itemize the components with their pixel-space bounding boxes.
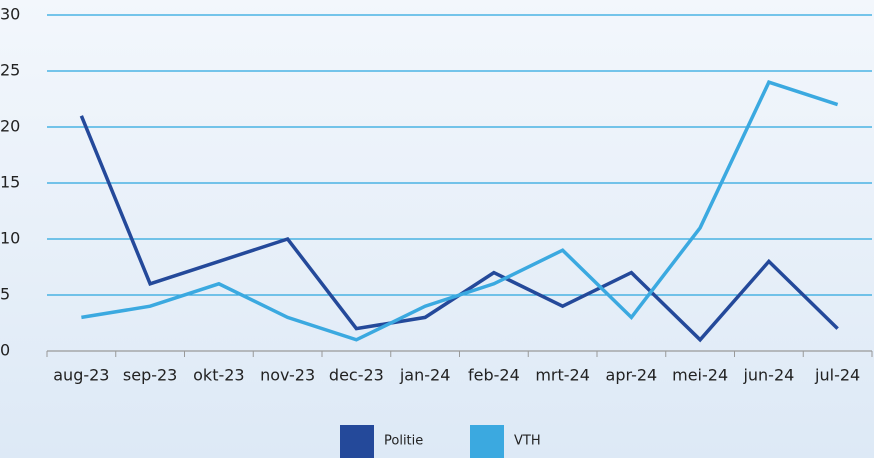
x-tick-label: jul-24 xyxy=(814,366,860,385)
y-tick-label: 10 xyxy=(0,229,20,248)
x-tick-label: aug-23 xyxy=(53,366,109,385)
x-tick-label: apr-24 xyxy=(606,366,658,385)
x-tick-label: mei-24 xyxy=(672,366,728,385)
legend-swatch xyxy=(340,425,374,458)
legend-label: VTH xyxy=(514,434,541,449)
y-tick-label: 25 xyxy=(0,61,20,80)
y-tick-label: 30 xyxy=(0,5,20,24)
legend-swatch xyxy=(470,425,504,458)
y-tick-label: 0 xyxy=(0,341,10,360)
x-tick-label: nov-23 xyxy=(260,366,315,385)
x-tick-label: dec-23 xyxy=(329,366,384,385)
x-tick-label: mrt-24 xyxy=(535,366,590,385)
x-tick-label: feb-24 xyxy=(468,366,520,385)
x-tick-label: jan-24 xyxy=(399,366,451,385)
line-series xyxy=(81,80,839,342)
x-tick-label: okt-23 xyxy=(193,366,244,385)
x-tick-label: sep-23 xyxy=(123,366,177,385)
y-tick-label: 15 xyxy=(0,173,20,192)
x-tick-label: jun-24 xyxy=(742,366,794,385)
y-tick-label: 5 xyxy=(0,285,10,304)
legend-label: Politie xyxy=(384,434,423,449)
y-tick-label: 20 xyxy=(0,117,20,136)
